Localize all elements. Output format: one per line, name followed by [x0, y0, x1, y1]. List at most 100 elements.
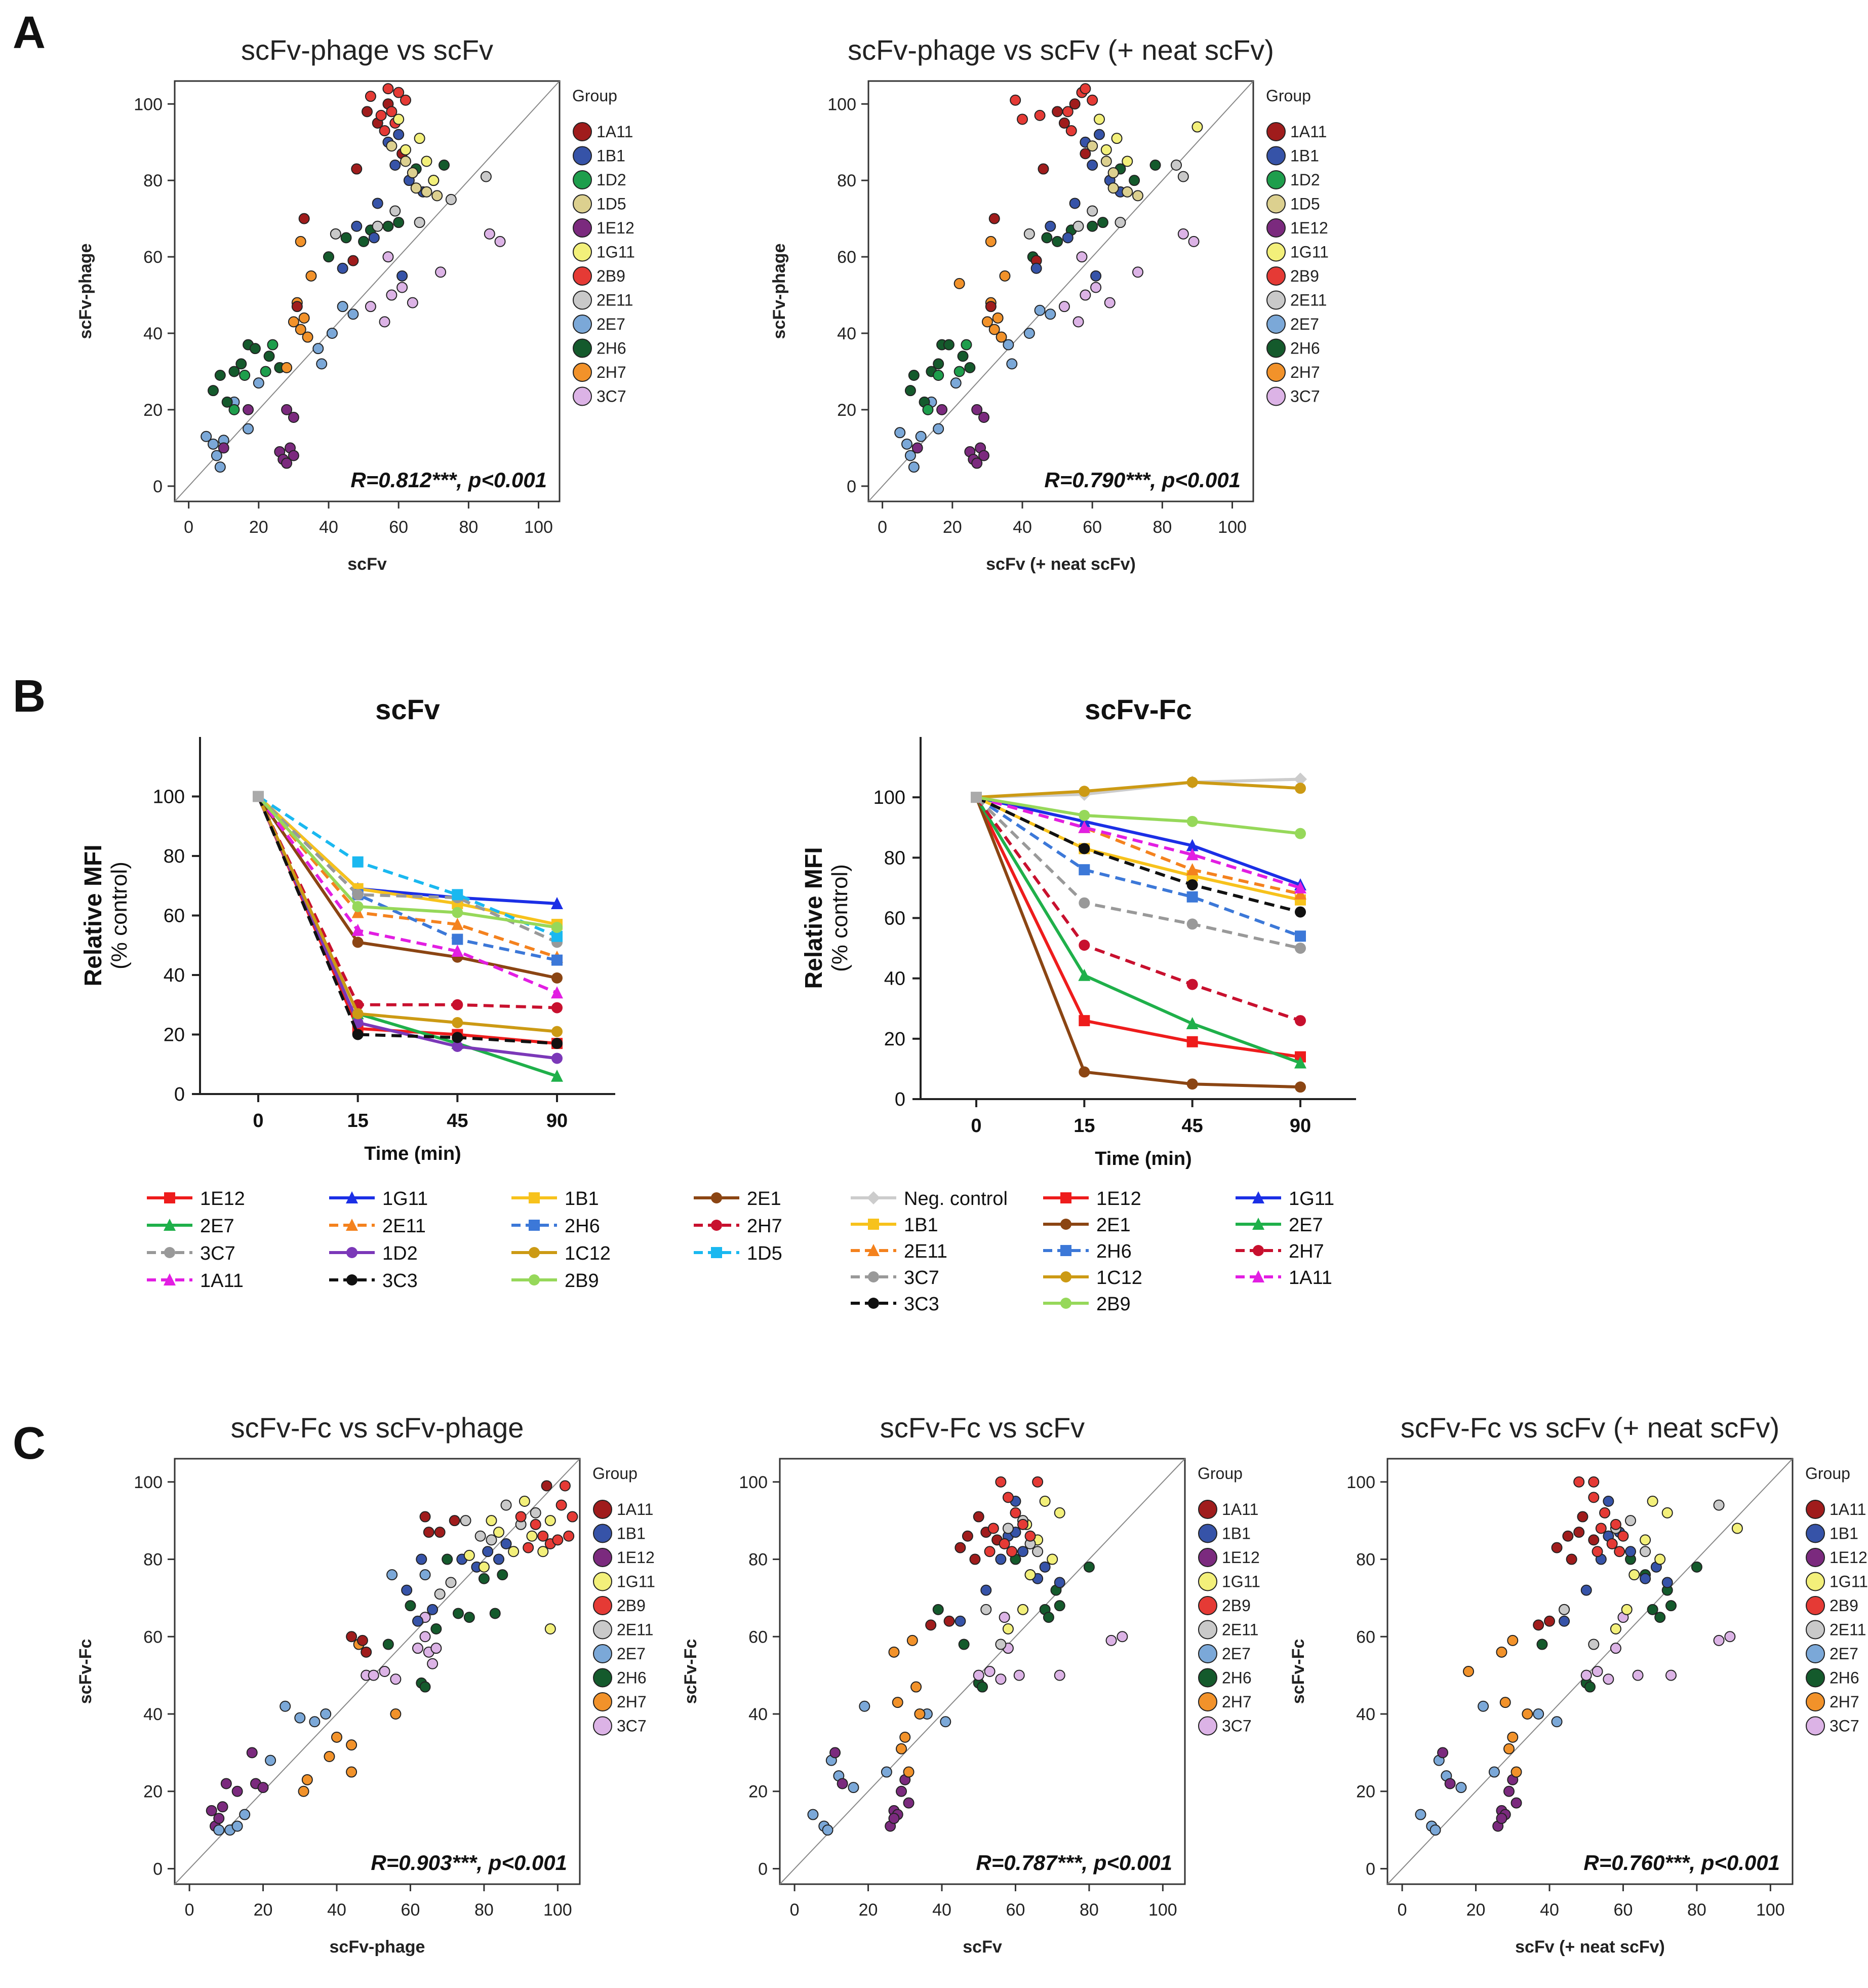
legend-title: Group — [1266, 87, 1311, 105]
data-point-2E11 — [1072, 220, 1084, 232]
data-point-2E7 — [1429, 1824, 1441, 1836]
legend-marker-3C7 — [1198, 1716, 1217, 1736]
series-point-2B9 — [352, 901, 364, 912]
series-point-2B9 — [551, 922, 563, 933]
data-point-1G11 — [544, 1515, 556, 1527]
y-axis-label: scFv-Fc — [76, 1639, 95, 1704]
legend-label-2H7: 2H7 — [1289, 1241, 1324, 1262]
legend-label-3C7: 3C7 — [200, 1243, 235, 1264]
data-point-2B9 — [1595, 1523, 1607, 1534]
series-line-1C12 — [257, 796, 558, 1033]
data-point-1E12 — [903, 1797, 915, 1809]
data-point-2H6 — [1691, 1561, 1702, 1573]
legend-label-1A11: 1A11 — [200, 1270, 244, 1292]
data-point-2H7 — [899, 1731, 911, 1743]
data-point-3C7 — [419, 1631, 431, 1643]
legend-label-2E7: 2E7 — [617, 1645, 646, 1663]
series-point-2H7 — [1079, 940, 1090, 951]
legend-marker-1B1 — [1266, 146, 1286, 166]
series-line-2H6 — [975, 796, 1301, 938]
data-point-1G11 — [393, 113, 405, 125]
identity-line — [174, 81, 560, 502]
data-point-3C7 — [379, 316, 390, 328]
y-tick-label: 60 — [884, 908, 905, 929]
data-point-1A11 — [298, 213, 310, 224]
legend-marker-2E11 — [593, 1620, 612, 1640]
legend-marker-1E12 — [573, 218, 592, 238]
legend-marker-2H6 — [1266, 338, 1286, 358]
series-point-3C3 — [551, 1038, 563, 1049]
data-point-1G11 — [1640, 1534, 1651, 1546]
y-tick-label: 0 — [895, 1089, 905, 1110]
data-point-1B1 — [500, 1538, 512, 1549]
data-point-1B1 — [1039, 1561, 1051, 1573]
data-point-2E7 — [822, 1824, 833, 1836]
data-point-1E12 — [837, 1778, 848, 1789]
x-tick-label: 20 — [1466, 1900, 1486, 1920]
data-point-2E11 — [389, 205, 401, 217]
data-point-3C7 — [396, 282, 408, 293]
data-point-2E11 — [500, 1499, 512, 1511]
legend-label-2E11: 2E11 — [597, 291, 633, 309]
series-line-3C7 — [975, 796, 1301, 950]
series-point-1C12 — [1295, 783, 1306, 794]
data-point-1E12 — [971, 457, 983, 469]
data-point-1D2 — [922, 404, 934, 415]
data-point-3C7 — [1632, 1669, 1644, 1681]
data-point-2H7 — [288, 316, 299, 328]
data-point-1A11 — [291, 301, 303, 313]
x-tick-label: 20 — [249, 518, 268, 537]
data-point-3C7 — [999, 1612, 1010, 1623]
legend-label-2H6: 2H6 — [617, 1669, 647, 1687]
data-point-1A11 — [419, 1511, 431, 1523]
scatter-chart-C3: scFv-Fc vs scFv (+ neat scFv) 0 20 40 60 80 10… — [1289, 1412, 1868, 1957]
legend-label-1C12: 1C12 — [565, 1243, 611, 1264]
legend-label-2B9: 2B9 — [1290, 267, 1319, 285]
data-point-1D5 — [386, 140, 398, 152]
data-point-3C7 — [368, 1669, 379, 1681]
x-tick-label: 40 — [1013, 518, 1032, 537]
legend-label-2H6: 2H6 — [1290, 339, 1320, 358]
legend-marker-2B9 — [1060, 1298, 1071, 1309]
x-tick-label: 0 — [185, 1900, 194, 1920]
legend-label-2B9: 2B9 — [617, 1596, 646, 1615]
y-tick-label: 0 — [758, 1859, 768, 1879]
data-point-2H7 — [298, 1785, 309, 1797]
data-point-2B9 — [530, 1518, 541, 1530]
panel-label-a: A — [13, 8, 46, 58]
legend-marker-2E7 — [573, 315, 592, 334]
data-point-2H7 — [346, 1766, 357, 1778]
data-point-2B9 — [1588, 1476, 1600, 1488]
data-point-2E7 — [1034, 304, 1046, 316]
legend-label-1D2: 1D2 — [1290, 171, 1320, 189]
legend-marker-3C7 — [573, 386, 592, 406]
legend-label-1B1: 1B1 — [904, 1215, 938, 1236]
legend-marker-2E11 — [346, 1219, 358, 1231]
data-point-2B9 — [1606, 1538, 1618, 1549]
series-point-2E1 — [352, 937, 364, 948]
data-point-2B9 — [382, 83, 394, 95]
legend-marker-2H6 — [1198, 1668, 1217, 1688]
y-tick-label: 20 — [143, 401, 163, 420]
legend-label-3C7: 3C7 — [617, 1717, 647, 1735]
data-point-2H6 — [382, 220, 394, 232]
scatter-chart-C1: scFv-Fc vs scFv-phage 0 20 40 60 80 100 0 20 40 60… — [76, 1412, 655, 1957]
legend-label-2H7: 2H7 — [1290, 363, 1320, 381]
data-point-2H6 — [1665, 1600, 1677, 1612]
data-point-1G11 — [1122, 155, 1133, 167]
y-tick-label: 80 — [143, 171, 163, 190]
x-tick-label: 0 — [253, 1110, 263, 1132]
series-point-1D5 — [452, 889, 463, 901]
data-point-1G11 — [1654, 1553, 1666, 1565]
legend-label-2H7: 2H7 — [597, 363, 626, 381]
data-point-2E11 — [1002, 1523, 1014, 1534]
legend-title: Group — [1198, 1464, 1243, 1483]
data-point-1E12 — [243, 404, 254, 415]
legend-label-1E12: 1E12 — [617, 1548, 655, 1567]
data-point-2E11 — [1559, 1604, 1570, 1615]
x-tick-label: 100 — [1148, 1900, 1177, 1920]
data-point-1A11 — [988, 213, 1000, 224]
y-tick-label: 40 — [143, 1705, 163, 1724]
data-point-1A11 — [943, 1615, 955, 1627]
data-point-1D2 — [267, 339, 279, 350]
